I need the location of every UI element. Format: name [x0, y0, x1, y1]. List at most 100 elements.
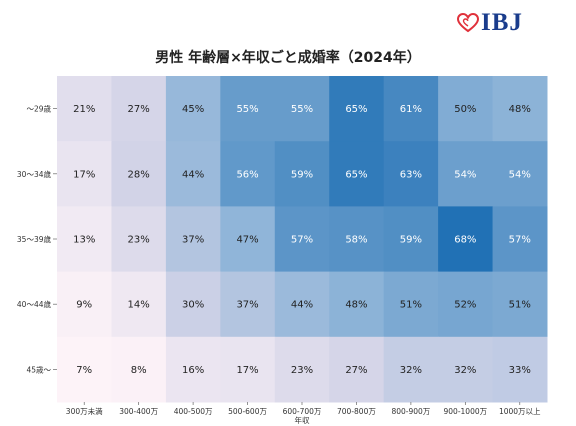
heatmap-cell [111, 141, 167, 207]
heatmap-cell [438, 76, 494, 142]
heatmap-cell [438, 206, 494, 273]
x-tick-label: 900-1000万 [444, 407, 488, 416]
cell-value-label: 28% [128, 169, 150, 180]
cell-value-label: 55% [236, 104, 258, 115]
cell-value-label: 48% [509, 104, 531, 115]
heatmap-cell [329, 206, 385, 273]
x-tick-label: 500-600万 [228, 407, 267, 416]
heatmap-cell [165, 206, 221, 273]
heatmap-cell [111, 336, 167, 403]
cell-value-label: 8% [131, 365, 147, 376]
ibj-logo: IBJ [457, 9, 523, 37]
cell-value-label: 14% [128, 300, 150, 311]
cell-value-label: 65% [345, 104, 367, 115]
heatmap-cell [165, 271, 221, 338]
cell-value-label: 7% [76, 365, 92, 376]
heatmap-cell [165, 336, 221, 403]
cell-value-label: 57% [509, 235, 531, 246]
heatmap-cell [492, 336, 548, 403]
cell-value-label: 58% [345, 235, 367, 246]
chart-title: 男性 年齢層×年収ごと成婚率（2024年） [155, 50, 421, 66]
cell-value-label: 57% [291, 235, 313, 246]
x-tick-label: 300-400万 [119, 407, 158, 416]
cell-value-label: 37% [182, 235, 204, 246]
x-tick-label: 400-500万 [174, 407, 213, 416]
cell-value-label: 61% [400, 104, 422, 115]
heatmap-cell [57, 206, 112, 273]
cell-value-label: 33% [509, 365, 531, 376]
cell-value-label: 54% [454, 169, 476, 180]
heatmap-cell [220, 206, 276, 273]
x-tick-label: 1000万以上 [499, 407, 541, 416]
heatmap-cell [383, 206, 439, 273]
cell-value-label: 48% [345, 300, 367, 311]
heatmap-cell [220, 271, 276, 338]
cell-value-label: 45% [182, 104, 204, 115]
heatmap-cell [383, 336, 439, 403]
cell-value-label: 23% [128, 235, 150, 246]
x-tick-label: 700-800万 [337, 407, 376, 416]
cell-value-label: 51% [400, 300, 422, 311]
y-tick-label: 35～39歳 [17, 234, 52, 244]
cell-value-label: 68% [454, 235, 476, 246]
y-tick-label: 45歳～ [26, 364, 51, 374]
x-tick-label: 600-700万 [283, 407, 322, 416]
cell-value-label: 54% [509, 169, 531, 180]
y-tick-label: 40～44歳 [17, 299, 52, 309]
heatmap-cell [274, 206, 330, 273]
cell-value-label: 65% [345, 169, 367, 180]
heatmap-cell [57, 141, 112, 207]
heatmap-cell [220, 336, 276, 403]
heatmap-cell [111, 271, 167, 338]
cell-value-label: 16% [182, 365, 204, 376]
heatmap-cell [111, 206, 167, 273]
heatmap-cell [111, 76, 167, 142]
x-tick-label: 800-900万 [391, 407, 430, 416]
cell-value-label: 47% [236, 235, 258, 246]
x-axis-title: 年収 [295, 415, 310, 425]
x-tick-label: 300万未満 [66, 406, 103, 416]
heatmap-cell [329, 141, 385, 207]
heatmap-cell [329, 76, 385, 142]
heatmap-cell [438, 271, 494, 338]
heatmap-cell [165, 141, 221, 207]
cell-value-label: 9% [76, 300, 92, 311]
cell-value-label: 56% [236, 169, 258, 180]
heatmap-cell [383, 271, 439, 338]
cell-value-label: 27% [128, 104, 150, 115]
heatmap-cell [383, 141, 439, 207]
heatmap-cell [57, 336, 112, 403]
cell-value-label: 59% [400, 235, 422, 246]
heatmap-cell [329, 336, 385, 403]
heatmap-cell [492, 206, 548, 273]
cell-value-label: 27% [345, 365, 367, 376]
heatmap-cell [274, 141, 330, 207]
heatmap-cell [57, 271, 112, 338]
heatmap-cell [492, 271, 548, 338]
cell-value-label: 59% [291, 169, 313, 180]
heatmap-cell [165, 76, 221, 142]
y-tick-label: ～29歳 [26, 104, 51, 114]
heatmap-cell [383, 76, 439, 142]
cell-value-label: 44% [291, 300, 313, 311]
heatmap-cell [438, 141, 494, 207]
cell-value-label: 23% [291, 365, 313, 376]
heatmap-cell [220, 76, 276, 142]
heatmap-cell [220, 141, 276, 207]
cell-value-label: 50% [454, 104, 476, 115]
heatmap-cell [57, 76, 112, 142]
heatmap-cell [274, 76, 330, 142]
cell-value-label: 30% [182, 300, 204, 311]
heatmap-cell [274, 271, 330, 338]
heart-logo-icon [457, 13, 479, 33]
cell-value-label: 13% [73, 235, 95, 246]
cell-value-label: 55% [291, 104, 313, 115]
cell-value-label: 17% [236, 365, 258, 376]
logo-text: IBJ [481, 9, 523, 36]
heatmap-cell [492, 141, 548, 207]
heatmap-cell [492, 76, 548, 142]
cell-value-label: 51% [509, 300, 531, 311]
cell-value-label: 63% [400, 169, 422, 180]
cell-value-label: 32% [400, 365, 422, 376]
cell-value-label: 21% [73, 104, 95, 115]
